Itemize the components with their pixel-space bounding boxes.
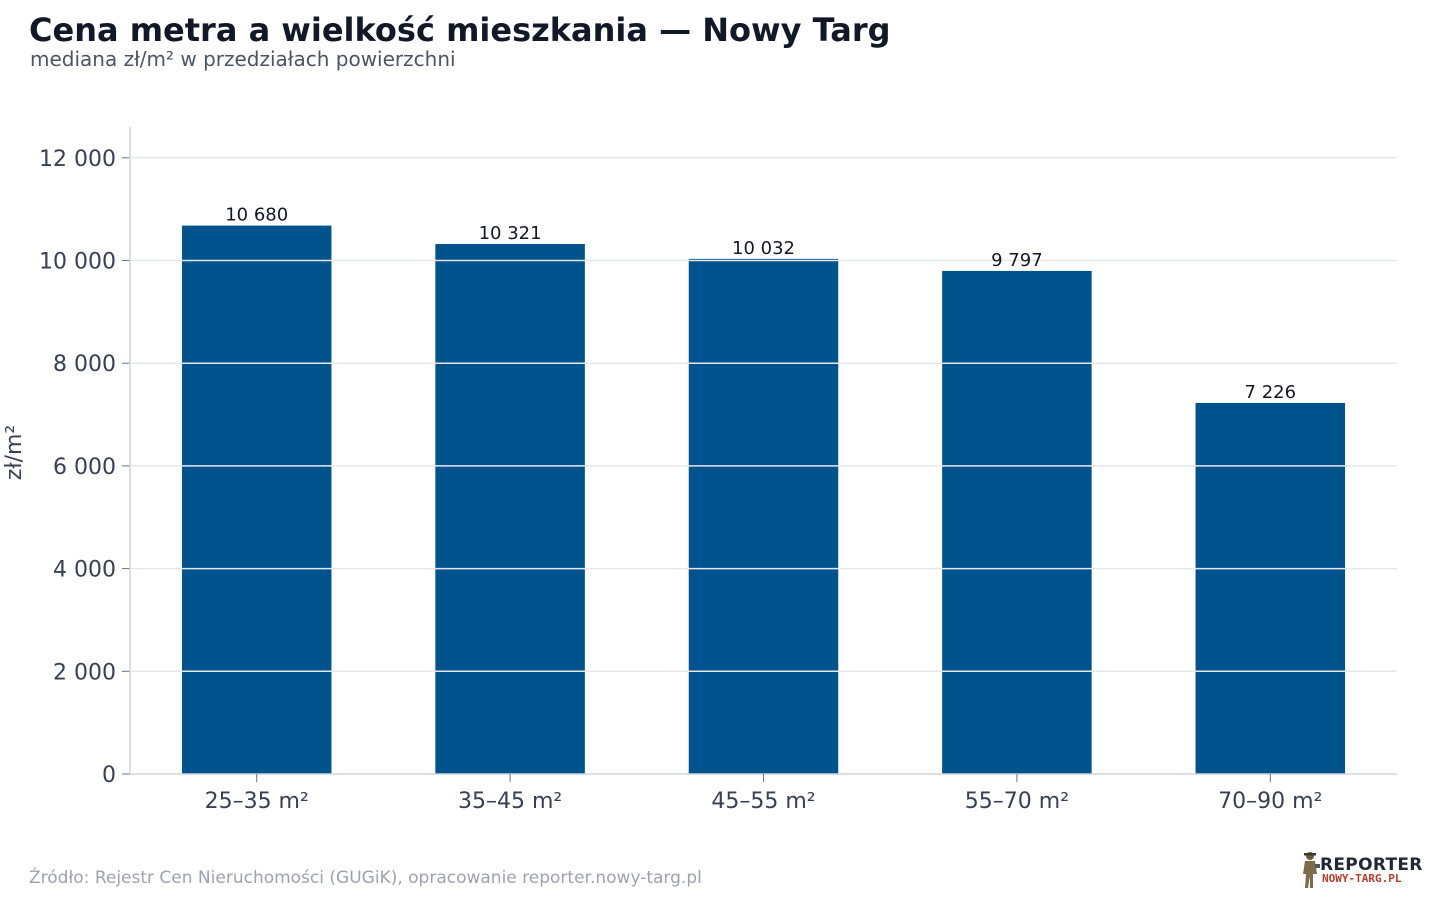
- data-label: 7 226: [1245, 382, 1297, 403]
- data-label: 10 680: [225, 205, 288, 226]
- x-tick-label: 35–45 m²: [458, 789, 562, 814]
- x-tick-label: 45–55 m²: [711, 789, 815, 814]
- y-tick-label: 10 000: [39, 250, 116, 275]
- logo-line-2: NOWY-TARG.PL: [1322, 872, 1402, 885]
- bar: [1195, 402, 1346, 774]
- x-tick-label: 70–90 m²: [1218, 789, 1322, 814]
- y-axis-title: zł/m²: [2, 425, 27, 480]
- data-label: 10 032: [732, 238, 795, 259]
- chart-subtitle: mediana zł/m² w przedziałach powierzchni: [30, 47, 456, 71]
- chart-title: Cena metra a wielkość mieszkania — Nowy …: [29, 11, 891, 49]
- x-tick-label: 55–70 m²: [965, 789, 1069, 814]
- y-tick-label: 8 000: [53, 352, 116, 377]
- y-tick-label: 12 000: [39, 147, 116, 172]
- data-label: 10 321: [479, 223, 542, 244]
- bar: [181, 225, 332, 775]
- logo-line-1: REPORTER: [1320, 855, 1423, 875]
- bar: [435, 244, 585, 774]
- x-tick-label: 25–35 m²: [205, 789, 309, 814]
- y-tick-label: 4 000: [53, 558, 116, 583]
- brand-logo[interactable]: REPORTER NOWY-TARG.PL: [1300, 850, 1422, 890]
- y-tick-label: 2 000: [53, 660, 116, 685]
- source-note: Źródło: Rejestr Cen Nieruchomości (GUGiK…: [29, 868, 702, 888]
- y-tick-label: 6 000: [53, 455, 116, 480]
- y-tick-label: 0: [102, 763, 116, 788]
- bar: [942, 270, 1092, 774]
- data-label: 9 797: [991, 250, 1043, 271]
- reporter-figure-icon: [1303, 852, 1320, 888]
- bar: [688, 258, 839, 775]
